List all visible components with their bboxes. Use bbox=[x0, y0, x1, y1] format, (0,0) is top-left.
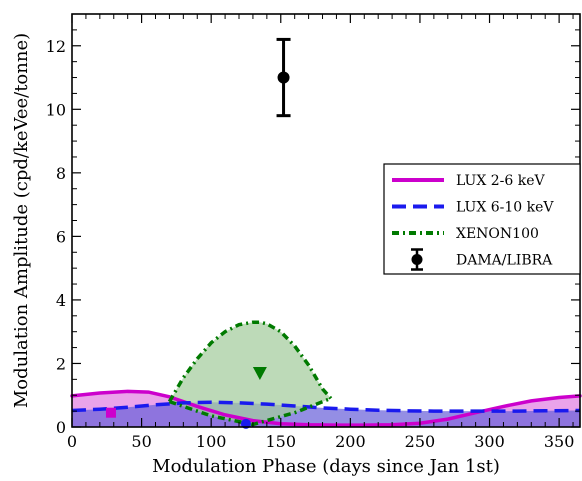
legend-swatch-marker bbox=[411, 254, 423, 265]
series-2-marker bbox=[252, 366, 267, 380]
legend-label: LUX 2-6 keV bbox=[456, 173, 546, 189]
x-tick-label: 200 bbox=[335, 432, 366, 451]
x-tick-label: 150 bbox=[265, 432, 296, 451]
y-tick-label: 2 bbox=[56, 354, 66, 373]
x-tick-label: 100 bbox=[196, 432, 227, 451]
x-tick-label: 350 bbox=[544, 432, 575, 451]
y-tick-label: 0 bbox=[56, 418, 66, 437]
x-axis-label: Modulation Phase (days since Jan 1st) bbox=[152, 456, 500, 477]
legend-label: DAMA/LIBRA bbox=[456, 253, 553, 269]
series-3-marker bbox=[277, 71, 290, 84]
series-markers bbox=[105, 37, 291, 429]
series-0-marker bbox=[105, 407, 116, 418]
y-tick-label: 6 bbox=[56, 227, 66, 246]
y-axis-label: Modulation Amplitude (cpd/keVee/tonne) bbox=[11, 33, 32, 408]
y-tick-label: 12 bbox=[46, 37, 66, 56]
tick-labels: 0 50 100 150 200 250 300 350 0 2 4 6 8 10 12 bbox=[46, 37, 575, 451]
legend-label: LUX 6-10 keV bbox=[456, 200, 554, 216]
legend: LUX 2-6 keV LUX 6-10 keV XENON100 DAMA/LIBR… bbox=[383, 163, 581, 275]
series-2-line bbox=[167, 320, 333, 403]
legend-label: XENON100 bbox=[456, 226, 539, 242]
y-tick-label: 8 bbox=[56, 164, 66, 183]
y-tick-label: 4 bbox=[56, 291, 66, 310]
x-tick-label: 0 bbox=[67, 432, 77, 451]
x-tick-label: 300 bbox=[474, 432, 505, 451]
series-2-band bbox=[169, 322, 331, 425]
y-tick-label: 10 bbox=[46, 100, 66, 119]
x-tick-label: 250 bbox=[405, 432, 436, 451]
x-tick-label: 50 bbox=[131, 432, 151, 451]
